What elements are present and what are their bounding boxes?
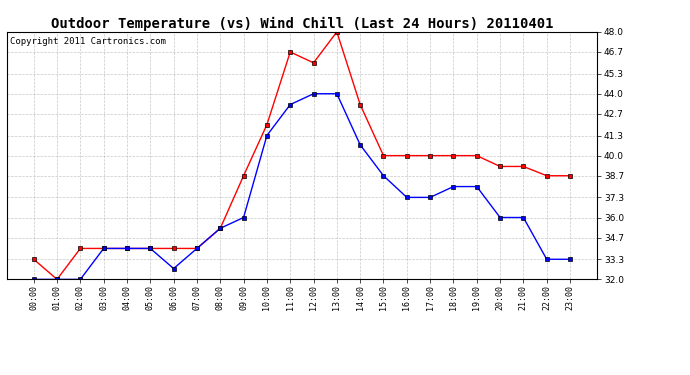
Text: Copyright 2011 Cartronics.com: Copyright 2011 Cartronics.com xyxy=(10,37,166,46)
Title: Outdoor Temperature (vs) Wind Chill (Last 24 Hours) 20110401: Outdoor Temperature (vs) Wind Chill (Las… xyxy=(50,16,553,31)
